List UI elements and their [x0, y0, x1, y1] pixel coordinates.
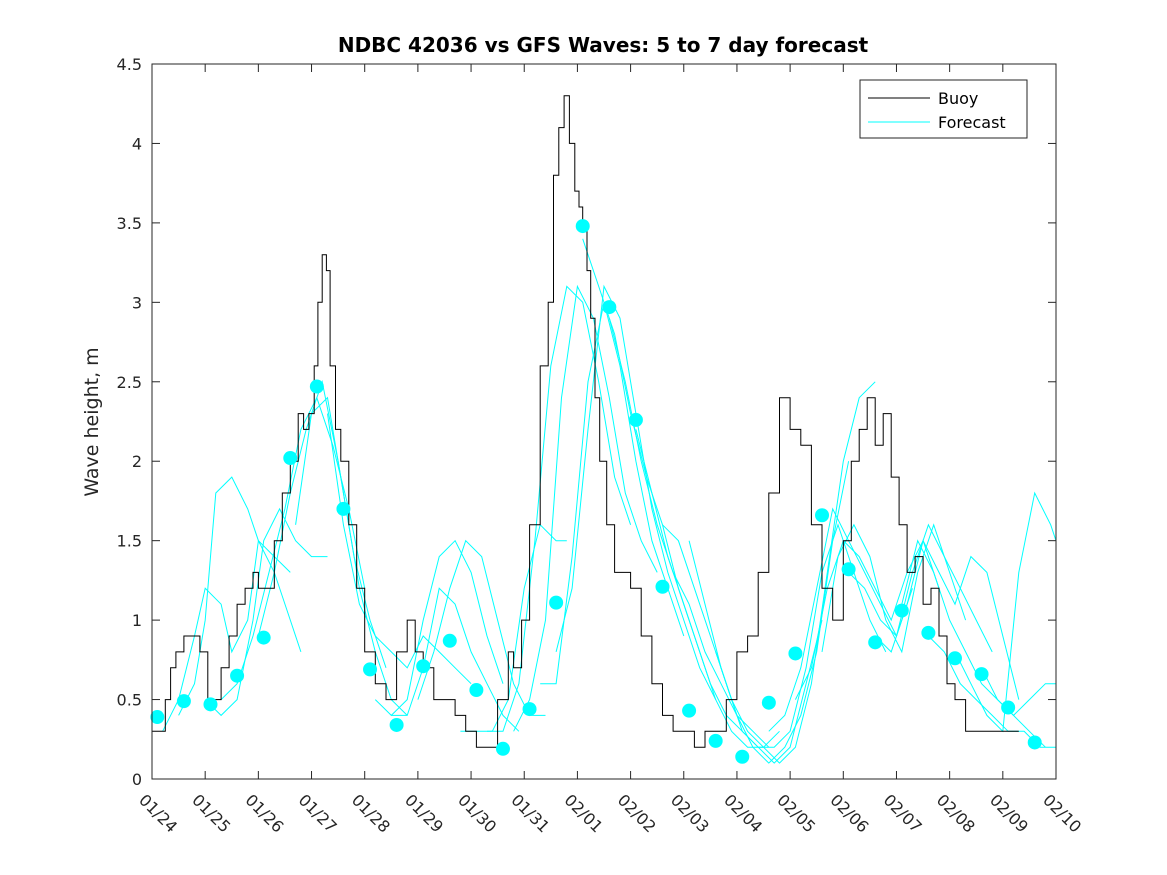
- forecast-point: [522, 702, 537, 717]
- forecast-point: [894, 603, 909, 618]
- forecast-point: [575, 219, 590, 234]
- forecast-point: [761, 695, 776, 710]
- forecast-series-line: [848, 523, 993, 653]
- forecast-point: [815, 508, 830, 523]
- forecast-series-line: [981, 667, 1056, 717]
- forecast-series-line: [374, 539, 504, 717]
- forecast-point: [363, 662, 378, 677]
- x-tick-label: 02/05: [773, 790, 819, 836]
- y-tick-label: 3: [132, 293, 142, 312]
- forecast-point: [176, 694, 191, 709]
- x-tick-label: 01/28: [348, 790, 394, 836]
- x-tick-label: 01/31: [507, 790, 553, 836]
- forecast-series-line: [220, 396, 366, 700]
- forecast-point: [921, 625, 936, 640]
- legend-buoy-label: Buoy: [938, 89, 978, 108]
- forecast-series-line: [540, 302, 685, 685]
- y-tick-label: 1.5: [117, 532, 142, 551]
- forecast-point: [788, 646, 803, 661]
- forecast-series-line: [487, 285, 632, 732]
- forecast-point: [469, 683, 484, 698]
- forecast-point: [628, 412, 643, 427]
- forecast-series-line: [901, 539, 1046, 748]
- forecast-series-line: [257, 379, 387, 668]
- forecast-point: [735, 749, 750, 764]
- x-tick-label: 02/01: [561, 790, 607, 836]
- forecast-series-line: [513, 284, 658, 732]
- x-tick-label: 02/09: [986, 790, 1032, 836]
- forecast-point: [947, 651, 962, 666]
- forecast-point: [230, 668, 245, 683]
- forecast-point: [708, 733, 723, 748]
- y-tick-label: 4: [132, 134, 142, 153]
- y-tick-label: 3.5: [117, 214, 142, 233]
- forecast-point: [602, 300, 617, 315]
- x-tick-label: 02/07: [880, 790, 926, 836]
- forecast-series-line: [555, 284, 717, 700]
- forecast-series-line: [327, 413, 472, 685]
- forecast-series-line: [204, 507, 328, 717]
- x-tick-label: 02/02: [614, 790, 660, 836]
- forecast-point: [655, 579, 670, 594]
- forecast-point: [256, 630, 271, 645]
- forecast-point: [389, 717, 404, 732]
- forecast-series-line: [460, 523, 567, 732]
- x-tick-label: 01/24: [135, 790, 181, 836]
- forecast-point: [868, 635, 883, 650]
- forecast-point: [203, 697, 218, 712]
- forecast-series-line: [874, 539, 1020, 700]
- x-tick-label: 01/26: [242, 790, 288, 836]
- forecast-point: [283, 451, 298, 466]
- plot-frame: [151, 63, 1057, 780]
- forecast-series-line: [662, 524, 823, 764]
- legend: Buoy Forecast: [859, 79, 1028, 139]
- x-tick-label: 02/03: [667, 790, 713, 836]
- forecast-series-line: [715, 381, 876, 764]
- forecast-point: [974, 667, 989, 682]
- x-tick-label: 02/10: [1039, 790, 1085, 836]
- x-tick-label: 01/30: [454, 790, 500, 836]
- y-tick-label: 0: [132, 770, 142, 789]
- forecast-series-line: [635, 429, 780, 748]
- forecast-series-line: [162, 539, 291, 732]
- forecast-series-line: [608, 318, 770, 748]
- forecast-point: [442, 633, 457, 648]
- forecast-point: [416, 659, 431, 674]
- x-tick-label: 02/08: [933, 790, 979, 836]
- x-tick-label: 02/06: [826, 790, 872, 836]
- y-tick-label: 2.5: [117, 373, 142, 392]
- plot-area: [150, 95, 1057, 764]
- y-tick-label: 1: [132, 611, 142, 630]
- y-tick-label: 2: [132, 452, 142, 471]
- x-tick-label: 01/25: [188, 790, 234, 836]
- x-tick-label: 01/29: [401, 790, 447, 836]
- legend-box: [859, 79, 1028, 139]
- legend-forecast-label: Forecast: [938, 113, 1006, 132]
- x-tick-label: 02/04: [720, 790, 766, 836]
- forecast-point: [841, 562, 856, 577]
- chart-title: NDBC 42036 vs GFS Waves: 5 to 7 day fore…: [338, 33, 869, 57]
- forecast-point: [150, 710, 165, 725]
- forecast-point: [1001, 700, 1016, 715]
- forecast-series-line: [954, 491, 1057, 733]
- x-tick-label: 01/27: [295, 790, 341, 836]
- forecast-point: [682, 703, 697, 718]
- forecast-point: [309, 379, 324, 394]
- y-axis-label: Wave height, m: [81, 347, 103, 496]
- forecast-series-line: [741, 523, 887, 748]
- forecast-series-line: [768, 507, 913, 732]
- forecast-point: [336, 501, 351, 516]
- forecast-point: [495, 741, 510, 756]
- forecast-point: [1027, 735, 1042, 750]
- buoy-series-line: [152, 95, 1019, 748]
- y-tick-label: 0.5: [117, 691, 142, 710]
- forecast-point: [549, 595, 564, 610]
- y-tick-label: 4.5: [117, 55, 142, 74]
